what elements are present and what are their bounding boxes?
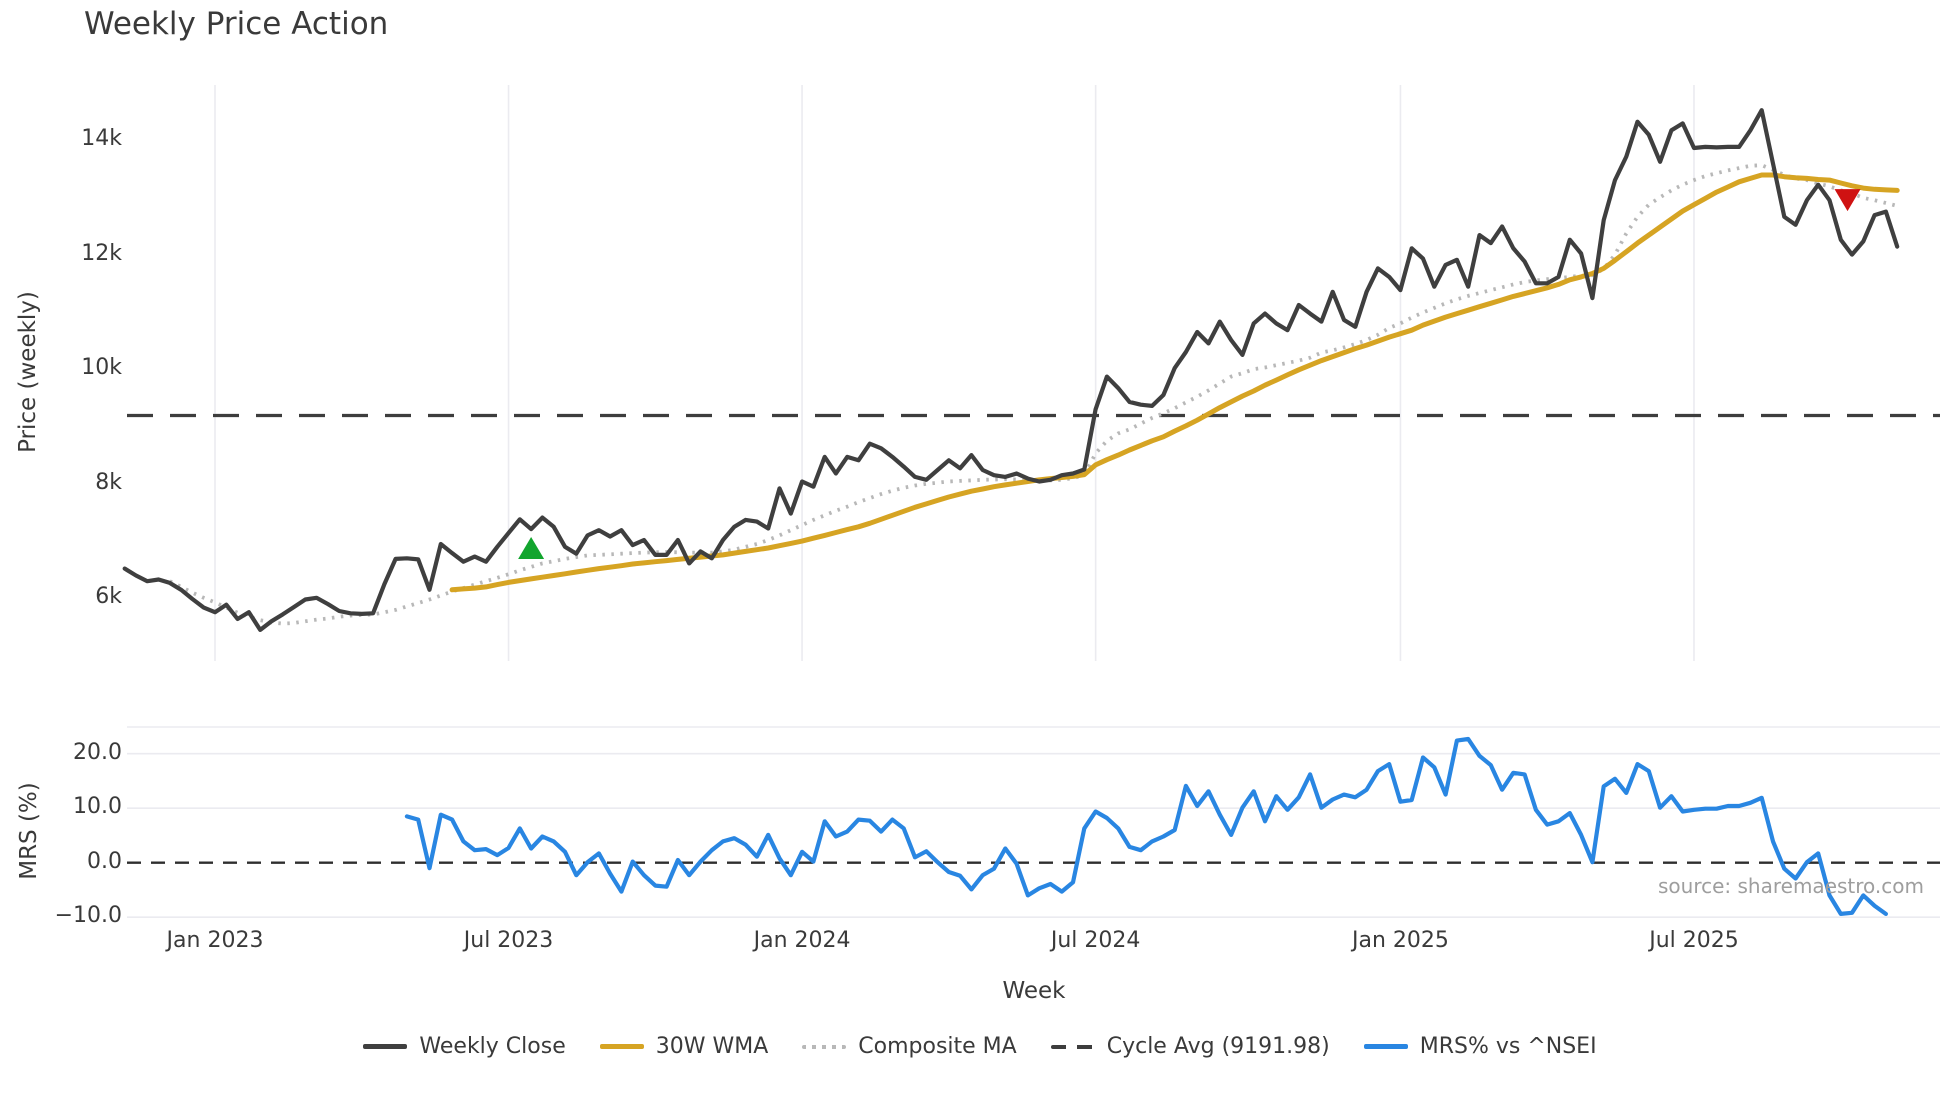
source-watermark: source: sharemaestro.com [1658,874,1924,898]
legend-label: Composite MA [858,1034,1017,1059]
mrs-line-icon [1363,1044,1408,1049]
x-axis-title: Week [1002,978,1066,1004]
x-tick-label: Jan 2023 [166,928,264,953]
price-y-tick-label: 12k [81,240,122,266]
x-tick-label: Jul 2025 [1649,928,1739,953]
mrs-y-tick-label: −10.0 [54,903,122,929]
price-y-tick-label: 14k [81,126,122,151]
wma-line-icon [599,1044,644,1049]
sell-signal-marker [1834,189,1861,212]
chart-title: Weekly Price Action [84,6,389,42]
legend: Weekly Close 30W WMA Composite MA Cycle … [0,1034,1960,1059]
mrs-y-tick-label: 10.0 [73,794,122,820]
legend-label: 30W WMA [655,1034,769,1059]
composite-ma-line [168,163,1898,626]
x-tick-label: Jul 2024 [1050,928,1141,953]
legend-label: MRS% vs ^NSEI [1419,1034,1597,1059]
legend-item-composite-ma[interactable]: Composite MA [802,1034,1017,1059]
cycle-avg-dashed-icon [1050,1044,1095,1049]
x-tick-label: Jul 2023 [463,928,554,953]
x-tick-label: Jan 2025 [1351,928,1449,953]
price-y-tick-label: 8k [95,469,122,495]
x-tick-label: Jan 2024 [753,928,851,953]
legend-item-30w-wma[interactable]: 30W WMA [599,1034,769,1059]
weekly-close-line [122,108,1900,633]
legend-item-mrs[interactable]: MRS% vs ^NSEI [1363,1034,1597,1059]
weekly-close-line-icon [363,1044,408,1049]
price-y-tick-label: 10k [81,355,122,381]
wma-30w-line [449,172,1900,593]
buy-signal-marker [518,536,545,559]
price-y-tick-label: 6k [95,584,122,610]
composite-ma-dotted-icon [802,1044,847,1049]
mrs-y-tick-label: 0.0 [87,848,122,874]
legend-label: Cycle Avg (9191.98) [1106,1034,1330,1059]
legend-item-weekly-close[interactable]: Weekly Close [363,1034,566,1059]
legend-item-cycle-avg[interactable]: Cycle Avg (9191.98) [1050,1034,1330,1059]
mrs-y-tick-label: 20.0 [73,739,122,765]
legend-label: Weekly Close [419,1034,566,1059]
mrs-line [404,736,1889,917]
